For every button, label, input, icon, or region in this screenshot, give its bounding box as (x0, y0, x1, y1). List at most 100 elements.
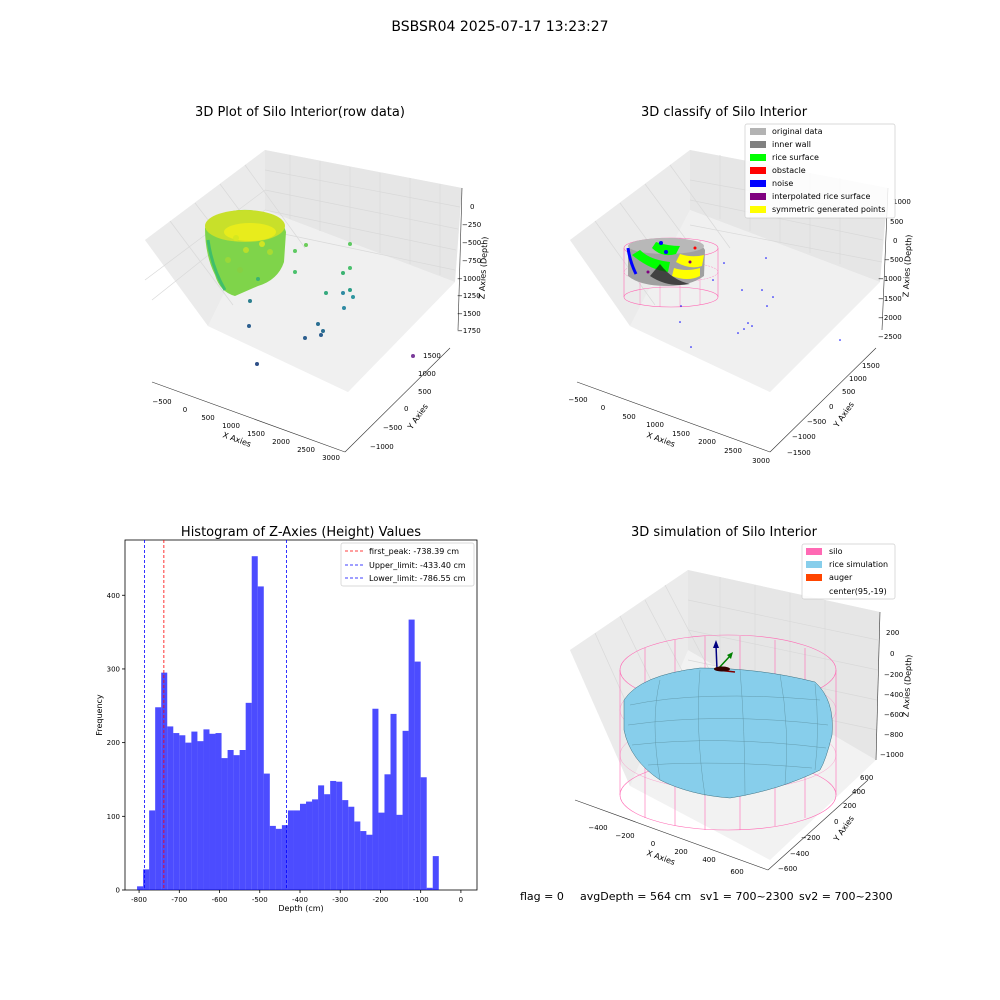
sim-xtick: −200 (615, 832, 634, 840)
histogram-bar (269, 825, 276, 890)
histogram-bar (251, 556, 258, 890)
legend-first-peak: first_peak: -738.39 cm (369, 547, 459, 556)
classify-ztick: −500 (884, 256, 903, 264)
sim-z-ticks: 200 0 −200 −400 −600 −800 −1000 Z Axies … (880, 629, 914, 759)
x-tick-label: -700 (171, 896, 187, 904)
classify-xtick: 1500 (672, 430, 690, 438)
x-tick-label: -100 (413, 896, 429, 904)
legend-swatch (806, 574, 822, 581)
x-tick-label: -800 (131, 896, 147, 904)
legend-swatch (750, 180, 766, 187)
panel-histogram: Histogram of Z-Axies (Height) Values -80… (95, 525, 478, 913)
sim-rice-surface (623, 667, 833, 799)
raw-ytick: 1500 (423, 352, 441, 360)
sim-ytick: 400 (852, 788, 865, 796)
histogram-bar (245, 702, 252, 890)
panel-raw-data: 3D Plot of Silo Interior(row data) (144, 105, 490, 462)
histogram-bar (396, 814, 403, 890)
histogram-bar (354, 821, 361, 890)
y-tick-label: 200 (107, 739, 120, 747)
classify-ytick: −500 (807, 418, 826, 426)
raw-zlabel: Z Axies (Depth) (477, 236, 489, 299)
histogram-bar (179, 735, 186, 890)
classify-noise-points (679, 257, 841, 348)
histogram-bar (390, 713, 397, 890)
flag-text: flag = 0 (520, 890, 564, 903)
sim-ytick: 0 (834, 818, 838, 826)
x-tick-label: -500 (252, 896, 268, 904)
sim-ztick: −600 (884, 711, 903, 719)
histogram-bar (185, 742, 192, 890)
classify-left-pane (570, 150, 690, 326)
classify-xtick: 3000 (752, 457, 770, 465)
legend-swatch (806, 548, 822, 555)
classify-xtick: 0 (601, 404, 605, 412)
raw-z-ticks: 0 −250 −500 −750 −1000 −1250 −1500 −1750… (457, 203, 490, 335)
legend-swatch (750, 141, 766, 148)
sim-ztick: −800 (884, 731, 903, 739)
histogram-bar (366, 834, 373, 890)
raw-xtick: 2000 (272, 438, 290, 446)
y-tick-label: 0 (116, 887, 120, 895)
histogram-bar (293, 810, 300, 890)
raw-grid (144, 155, 461, 306)
sv2-text: sv2 = 700~2300 (799, 890, 893, 903)
classify-ztick: 500 (890, 218, 903, 226)
sim-axes (574, 611, 881, 871)
histogram-bar (402, 730, 409, 890)
raw-ylabel: Y Axies (405, 402, 430, 432)
legend-lower-limit: Lower_limit: -786.55 cm (369, 574, 466, 583)
histogram-bar (432, 856, 439, 890)
raw-ztick: −1750 (457, 327, 481, 335)
raw-panel-title: 3D Plot of Silo Interior(row data) (195, 105, 405, 120)
y-tick-label: 100 (107, 813, 120, 821)
histogram-y-ticks: 0 100 200 300 400 (107, 592, 125, 895)
sv1-text: sv1 = 700~2300 (700, 890, 794, 903)
raw-scatter-points (247, 242, 415, 366)
sim-left-pane (570, 570, 688, 786)
histogram-bar (420, 777, 427, 890)
raw-xtick: 0 (183, 406, 187, 414)
sim-ztick: −400 (884, 691, 903, 699)
sim-ytick: −400 (790, 850, 809, 858)
raw-axes (151, 187, 463, 453)
classify-ztick: −1000 (878, 275, 902, 283)
legend-rice-surface: rice surface (772, 153, 819, 162)
raw-xtick: 3000 (322, 454, 340, 462)
raw-xtick: −500 (152, 398, 171, 406)
histogram-bar (197, 741, 204, 890)
sim-xtick: 400 (702, 856, 715, 864)
classify-ztick: 1000 (893, 198, 911, 206)
histogram-bars (137, 556, 439, 890)
raw-ytick: 1000 (418, 370, 436, 378)
x-tick-label: -600 (212, 896, 228, 904)
classify-ytick: −1000 (792, 433, 816, 441)
panel-classify: 3D classify of Silo Interior (568, 105, 913, 465)
classify-ytick: −1500 (787, 449, 811, 457)
legend-interpolated: interpolated rice surface (772, 192, 870, 201)
legend-inner-wall: inner wall (772, 140, 811, 149)
raw-ytick: 0 (404, 405, 408, 413)
histogram-bar (336, 781, 343, 890)
sim-xtick: 0 (651, 840, 655, 848)
classify-xtick: 2500 (724, 447, 742, 455)
histogram-bar (173, 733, 180, 890)
histogram-bar (330, 780, 337, 890)
status-footer: flag = 0 avgDepth = 564 cm sv1 = 700~230… (520, 890, 893, 903)
histogram-bar (233, 755, 240, 890)
histogram-bar (209, 733, 216, 890)
classify-xtick: −500 (568, 396, 587, 404)
raw-back-pane (265, 150, 462, 282)
histogram-bar (408, 619, 415, 890)
raw-ytick: 500 (418, 388, 431, 396)
raw-ztick: −1000 (457, 275, 481, 283)
histogram-bar (378, 812, 385, 890)
histogram-bar (167, 726, 174, 890)
histogram-bar (299, 803, 307, 890)
classify-ytick: 0 (829, 403, 833, 411)
raw-y-ticks: −1000 −500 0 500 1000 1500 Y Axies (370, 352, 441, 451)
classify-ztick: −2500 (878, 333, 902, 341)
raw-ztick: −1250 (457, 292, 481, 300)
classify-x-ticks: −500 0 500 1000 1500 2000 2500 3000 X Ax… (568, 396, 770, 465)
